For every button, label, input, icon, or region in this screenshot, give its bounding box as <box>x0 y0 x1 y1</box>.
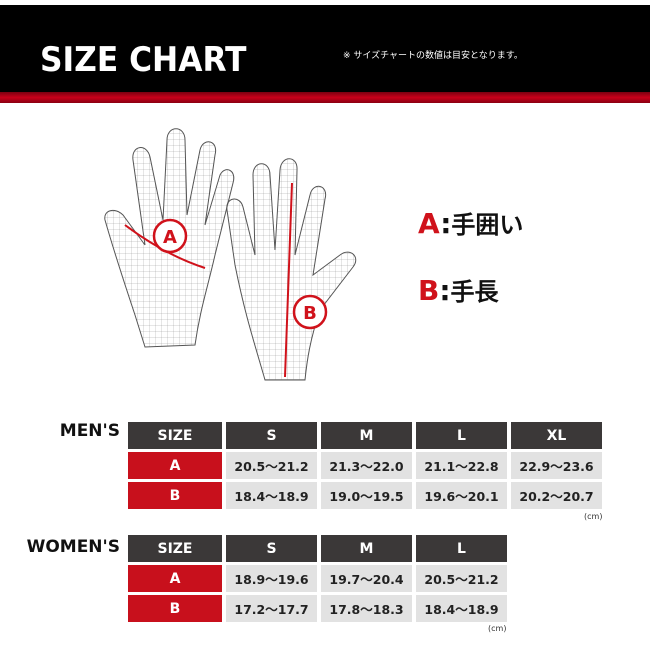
value-cell: 21.3～22.0 <box>321 452 412 479</box>
value-cell: 20.5～21.2 <box>416 565 507 592</box>
page-title: SIZE CHART <box>40 40 247 80</box>
value-cell: 20.2～20.7 <box>511 482 602 509</box>
header-note: ※ サイズチャートの数値は目安となります。 <box>343 51 523 61</box>
table-row: A 20.5～21.2 21.3～22.0 21.1～22.8 22.9～23.… <box>128 452 602 479</box>
header-bar <box>0 5 650 95</box>
womens-unit: (cm) <box>488 624 507 633</box>
legend-a: A:手囲い <box>418 207 524 240</box>
mens-table: SIZE S M L XL A 20.5～21.2 21.3～22.0 21.1… <box>128 422 602 512</box>
marker-a <box>152 218 188 254</box>
value-cell: 22.9～23.6 <box>511 452 602 479</box>
header-cell: S <box>226 422 317 449</box>
row-key: A <box>128 452 222 479</box>
mens-unit: (cm) <box>584 512 603 521</box>
table-row: B 17.2～17.7 17.8～18.3 18.4～18.9 <box>128 595 507 622</box>
mens-label: MEN'S <box>59 421 120 441</box>
value-cell: 18.4～18.9 <box>226 482 317 509</box>
value-cell: 19.0～19.5 <box>321 482 412 509</box>
header-cell: L <box>416 422 507 449</box>
value-cell: 21.1～22.8 <box>416 452 507 479</box>
red-stripe <box>0 92 650 103</box>
right-hand <box>226 158 357 381</box>
marker-b-label: B <box>303 303 317 324</box>
row-key: A <box>128 565 222 592</box>
womens-label: WOMEN'S <box>26 537 120 557</box>
value-cell: 19.7～20.4 <box>321 565 412 592</box>
value-cell: 20.5～21.2 <box>226 452 317 479</box>
header-cell: M <box>321 422 412 449</box>
value-cell: 17.8～18.3 <box>321 595 412 622</box>
table-header-row: SIZE S M L XL <box>128 422 602 449</box>
marker-a-label: A <box>163 227 177 248</box>
hand-illustration: A B <box>104 128 357 381</box>
value-cell: 18.4～18.9 <box>416 595 507 622</box>
header-cell: L <box>416 535 507 562</box>
row-key: B <box>128 595 222 622</box>
header-cell: SIZE <box>128 422 222 449</box>
table-row: A 18.9～19.6 19.7～20.4 20.5～21.2 <box>128 565 507 592</box>
value-cell: 17.2～17.7 <box>226 595 317 622</box>
value-cell: 19.6～20.1 <box>416 482 507 509</box>
header-cell: M <box>321 535 412 562</box>
header-cell: S <box>226 535 317 562</box>
measure-b-line <box>284 182 293 378</box>
value-cell: 18.9～19.6 <box>226 565 317 592</box>
header-cell: XL <box>511 422 602 449</box>
header-cell: SIZE <box>128 535 222 562</box>
row-key: B <box>128 482 222 509</box>
table-row: B 18.4～18.9 19.0～19.5 19.6～20.1 20.2～20.… <box>128 482 602 509</box>
womens-table: SIZE S M L A 18.9～19.6 19.7～20.4 20.5～21… <box>128 535 507 625</box>
marker-b <box>292 294 328 330</box>
table-header-row: SIZE S M L <box>128 535 507 562</box>
legend-b: B:手長 <box>418 274 499 307</box>
